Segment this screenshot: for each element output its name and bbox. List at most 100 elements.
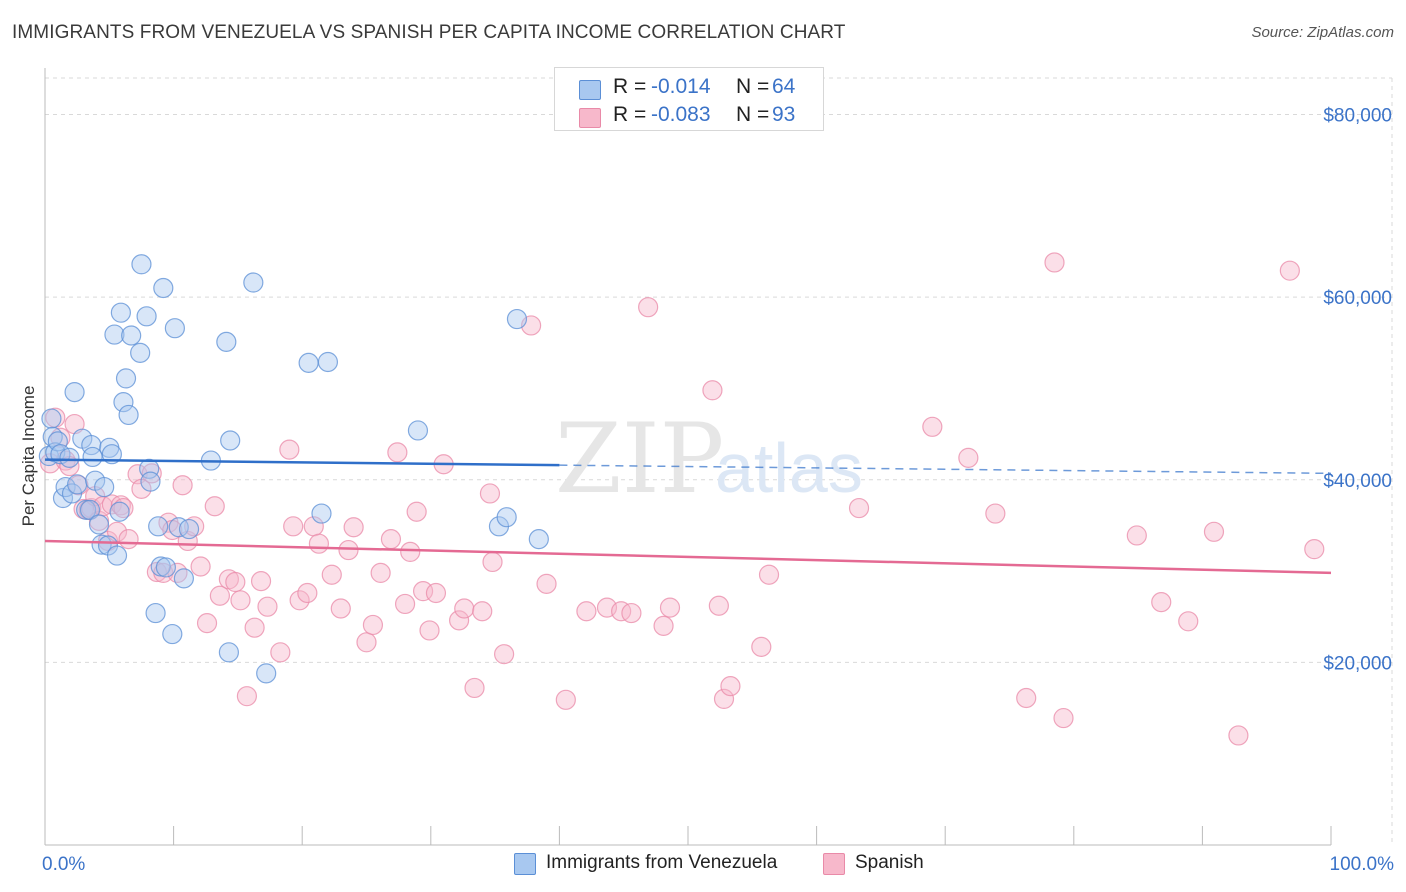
venezuela-point [109, 501, 130, 522]
bottom-legend-label: Spanish [855, 852, 924, 873]
spanish-point [1178, 611, 1199, 632]
spanish-point [494, 644, 515, 665]
spanish-point [225, 571, 246, 593]
spanish-point [343, 517, 364, 538]
spanish-point [464, 677, 485, 699]
legend-n-value: 93 [772, 103, 796, 126]
x-tick-label: 0.0% [42, 854, 85, 875]
spanish-point [611, 601, 632, 622]
spanish-point [400, 541, 421, 562]
venezuela-point [47, 431, 68, 452]
venezuela-point [220, 430, 241, 451]
trend-lines [44, 458, 1332, 575]
spanish-point [196, 613, 218, 634]
venezuela-point [67, 474, 88, 495]
spanish-point [638, 297, 659, 318]
spanish-point [536, 573, 557, 594]
venezuela-point [88, 514, 110, 535]
venezuela-point [178, 518, 200, 540]
spanish-point [250, 571, 272, 592]
spanish-point [708, 595, 729, 616]
bottom-swatch-pink [823, 853, 845, 875]
venezuela-point [115, 368, 137, 389]
spanish-point [848, 497, 870, 519]
spanish-point [448, 610, 470, 631]
spanish-point [1053, 707, 1074, 729]
venezuela-point [79, 499, 101, 520]
venezuela-point [82, 446, 103, 468]
spanish-point [1304, 539, 1325, 560]
venezuela-point [317, 351, 339, 373]
venezuela-point [136, 306, 157, 327]
axes [44, 68, 1332, 846]
legend-swatch-blue [579, 80, 601, 100]
venezuela-point [104, 324, 125, 345]
spanish-point [958, 447, 979, 468]
spanish-trend-line [44, 539, 1332, 575]
spanish-point [653, 615, 674, 636]
spanish-point [230, 590, 251, 611]
spanish-point [1228, 725, 1249, 746]
spanish-point [297, 582, 318, 604]
legend-swatch-pink [579, 108, 601, 128]
venezuela-point [506, 308, 528, 330]
venezuela-point [496, 507, 517, 528]
spanish-point [454, 598, 475, 619]
spanish-point [621, 602, 642, 624]
spanish-point [482, 551, 503, 573]
spanish-point [190, 556, 211, 577]
spanish-point [1203, 521, 1225, 542]
venezuela-point [155, 557, 176, 578]
spanish-point [257, 596, 278, 617]
venezuela-point [110, 302, 131, 323]
spanish-point [922, 416, 943, 437]
y-axis-label: Per Capita Income [19, 386, 38, 527]
spanish-point [113, 497, 134, 519]
y-tick-label: $20,000 [1323, 653, 1392, 674]
venezuela-point [218, 642, 239, 663]
spanish-point [330, 598, 351, 619]
venezuela-point [298, 352, 319, 373]
venezuela-trend-line [44, 458, 560, 467]
legend-n-value: 64 [772, 75, 796, 98]
venezuela-points [38, 254, 549, 684]
venezuela-point [130, 342, 151, 363]
watermark: ZIP atlas [555, 403, 863, 515]
spanish-point [110, 495, 131, 516]
venezuela-point [106, 545, 128, 566]
stats-legend: R = -0.014 N = 64 R = -0.083 N = 93 [554, 67, 824, 131]
venezuela-point [121, 325, 142, 346]
venezuela-point [153, 277, 174, 299]
chart-title: IMMIGRANTS FROM VENEZUELA VS SPANISH PER… [12, 22, 846, 43]
legend-n-label: N = [736, 75, 770, 98]
spanish-point [244, 617, 265, 638]
venezuela-point [113, 392, 134, 413]
spanish-point [472, 601, 493, 622]
venezuela-point [41, 408, 62, 429]
tick-labels: $20,000 $40,000 $60,000 $80,000 0.0% 100.0% [42, 106, 1394, 875]
spanish-point [1126, 525, 1147, 546]
spanish-point [236, 686, 258, 707]
y-tick-label: $40,000 [1323, 471, 1392, 492]
spanish-point [172, 475, 193, 496]
spanish-point [751, 636, 772, 657]
legend-r-label: R = [613, 75, 647, 98]
spanish-point [702, 380, 723, 401]
spanish-points [40, 252, 1325, 746]
spanish-point [412, 581, 434, 602]
venezuela-point [148, 516, 169, 537]
spanish-point [362, 614, 384, 636]
venezuela-point [140, 471, 161, 492]
watermark-zip: ZIP [555, 403, 724, 515]
y-tick-label: $60,000 [1323, 288, 1392, 309]
venezuela-point [162, 623, 183, 645]
spanish-point [713, 688, 735, 710]
venezuela-point [145, 602, 166, 624]
venezuela-point [61, 483, 83, 504]
venezuela-point [64, 382, 85, 403]
spanish-point [406, 501, 427, 522]
spanish-point [279, 439, 300, 460]
spanish-point [356, 632, 377, 653]
venezuela-point [256, 663, 277, 684]
